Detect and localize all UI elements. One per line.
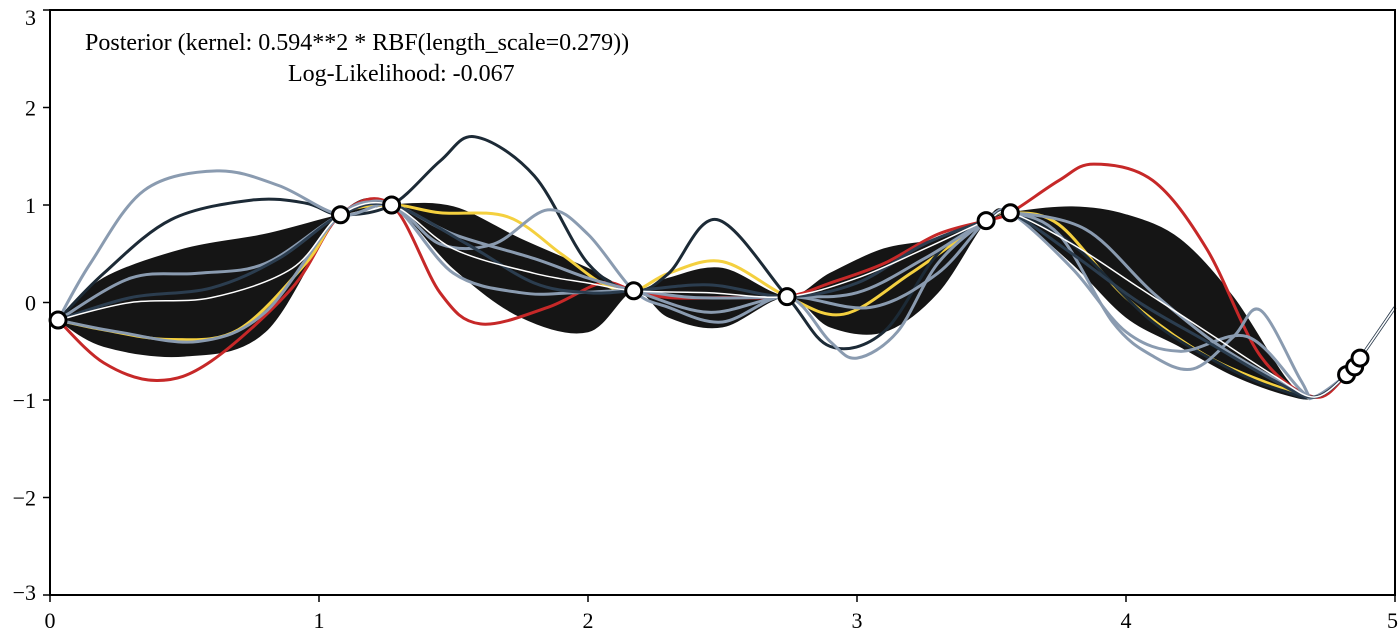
sample-curve-7 [57,201,1397,399]
training-point [1000,203,1020,223]
x-tick-label: 4 [1121,608,1132,633]
x-tick-label: 0 [45,608,56,633]
training-point [777,287,797,307]
sample-curve-2 [57,203,1397,400]
y-tick-label: 3 [25,5,36,30]
training-point [1350,348,1370,368]
y-tick-label: 1 [25,193,36,218]
x-axis: 0 1 2 3 4 5 [45,595,1398,633]
training-point [331,205,351,225]
y-tick-label: 0 [25,291,36,316]
training-point [48,310,68,330]
training-point [624,281,644,301]
y-tick-label: −1 [13,388,36,413]
y-tick-label: −3 [13,580,36,605]
training-point [976,211,996,231]
training-point [382,195,402,215]
x-tick-label: 5 [1387,608,1398,633]
chart-title: Posterior (kernel: 0.594**2 * RBF(length… [85,30,629,56]
x-tick-label: 1 [314,608,325,633]
training-points [48,195,1370,385]
x-tick-label: 2 [583,608,594,633]
y-axis: −3 −2 −1 0 1 2 3 [13,5,50,605]
chart-subtitle: Log-Likelihood: -0.067 [288,61,515,87]
x-tick-label: 3 [852,608,863,633]
y-tick-label: −2 [13,486,36,511]
sample-curve-8 [57,201,1396,398]
y-tick-label: 2 [25,96,36,121]
